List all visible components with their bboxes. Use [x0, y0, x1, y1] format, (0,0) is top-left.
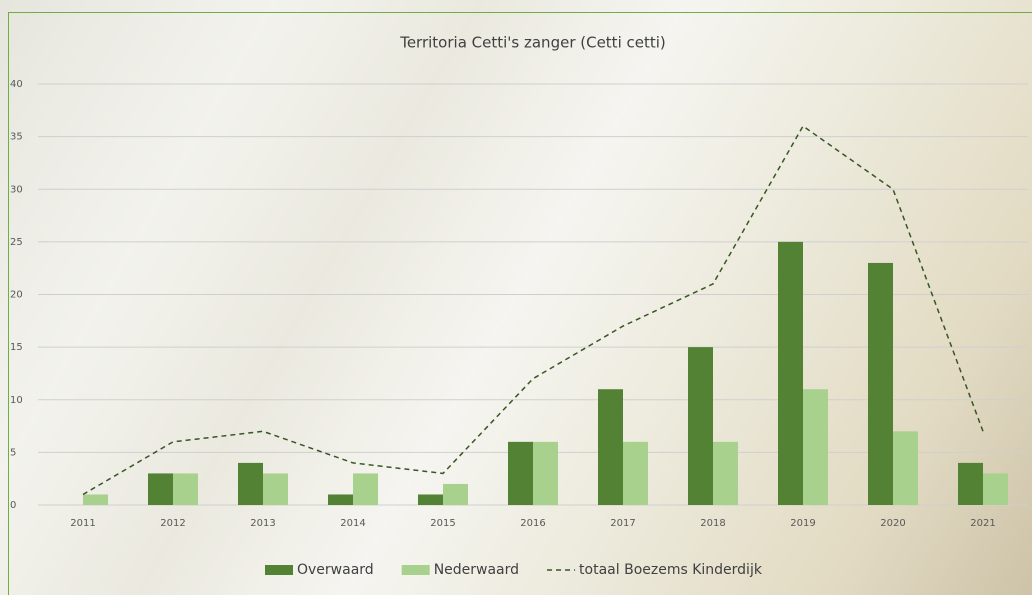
bar [443, 483, 468, 505]
y-tick-label: 0 [10, 500, 16, 511]
bar [688, 347, 713, 505]
y-tick-label: 35 [10, 132, 23, 143]
x-tick-label: 2014 [340, 518, 365, 529]
legend-label: Overwaard [297, 562, 374, 578]
chart-border [8, 12, 1032, 595]
x-tick-label: 2021 [970, 518, 995, 529]
bar [328, 494, 353, 505]
bar [83, 494, 108, 505]
bar [418, 494, 443, 505]
bar [263, 473, 288, 505]
x-tick-label: 2020 [880, 518, 905, 529]
bar [868, 262, 893, 505]
x-tick-label: 2017 [610, 518, 635, 529]
x-tick-label: 2011 [70, 518, 95, 529]
bar [598, 389, 623, 505]
legend-swatch [265, 565, 293, 575]
y-tick-label: 40 [10, 79, 23, 90]
x-tick-label: 2015 [430, 518, 455, 529]
legend-label: Nederwaard [434, 562, 519, 578]
bar [958, 462, 983, 505]
bar [238, 462, 263, 505]
y-tick-label: 10 [10, 395, 23, 406]
bar [778, 241, 803, 505]
bar [983, 473, 1008, 505]
legend-label: totaal Boezems Kinderdijk [579, 562, 763, 578]
bar [353, 473, 378, 505]
bar [148, 473, 173, 505]
x-tick-label: 2016 [520, 518, 545, 529]
y-tick-label: 5 [10, 447, 16, 458]
bar [508, 441, 533, 505]
bar [803, 389, 828, 505]
bar [713, 441, 738, 505]
x-tick-label: 2018 [700, 518, 725, 529]
x-tick-label: 2019 [790, 518, 815, 529]
bar [893, 431, 918, 505]
x-tick-label: 2013 [250, 518, 275, 529]
legend-swatch [401, 565, 430, 575]
bar [623, 441, 648, 505]
y-tick-label: 25 [10, 237, 23, 248]
y-tick-label: 20 [10, 290, 23, 301]
chart-title: Territoria Cetti's zanger (Cetti cetti) [399, 34, 666, 52]
bar [533, 441, 558, 505]
y-tick-label: 15 [10, 342, 23, 353]
y-tick-label: 30 [10, 184, 23, 195]
line-series [82, 125, 984, 496]
bar [173, 473, 198, 505]
x-tick-label: 2012 [160, 518, 185, 529]
